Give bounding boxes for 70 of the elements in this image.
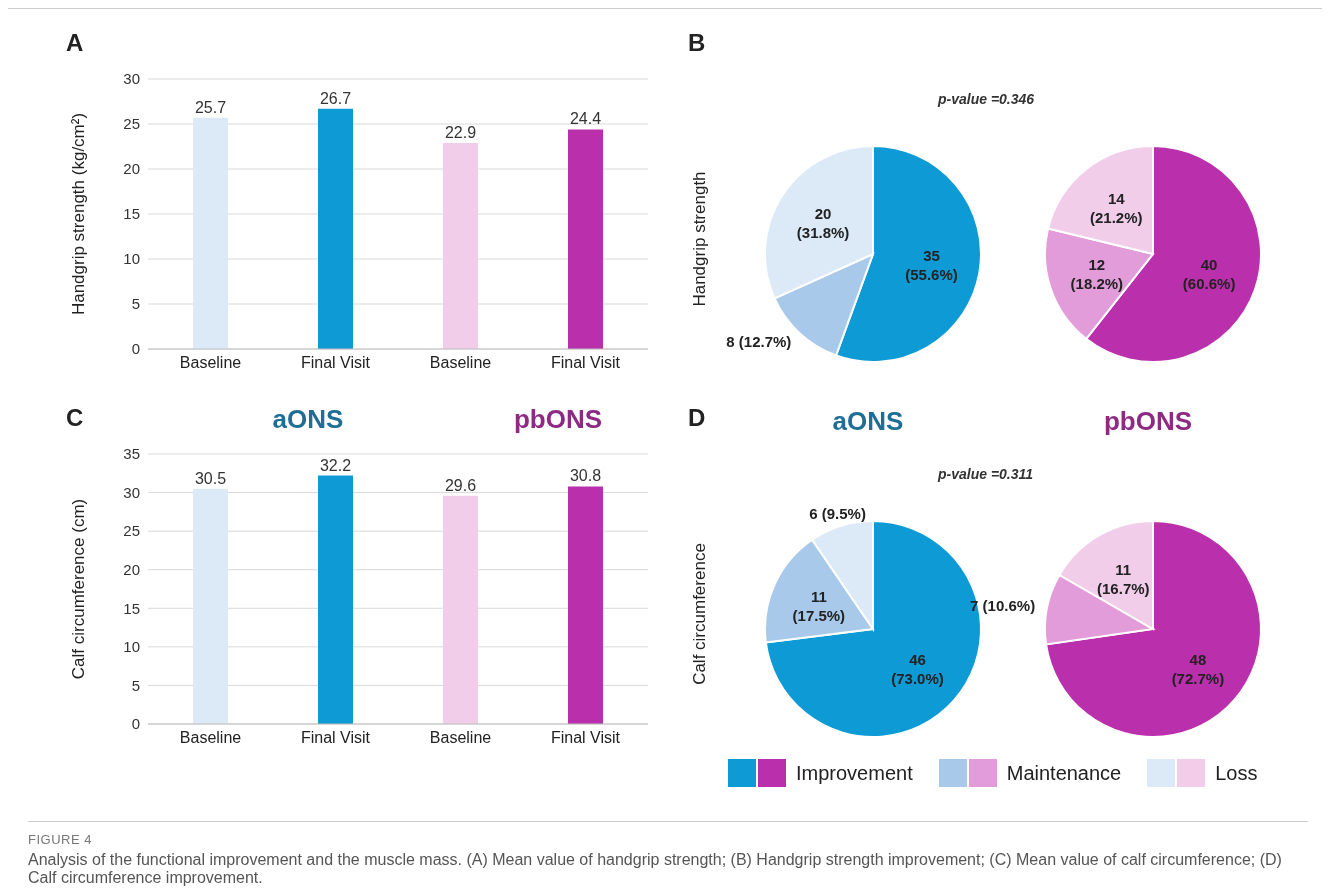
legend-label: Improvement — [796, 761, 913, 785]
data-label: 26.7 — [319, 89, 352, 107]
x-tick-label: Final Visit — [300, 729, 371, 747]
data-label: 30.5 — [194, 469, 227, 487]
bar — [318, 108, 353, 349]
y-tick-label: 30 — [123, 70, 140, 88]
bar — [318, 475, 353, 724]
x-tick-label: Baseline — [179, 354, 242, 372]
bar — [568, 129, 603, 349]
caption: FIGURE 4 — [28, 832, 93, 847]
slice-label: pbONS — [1102, 406, 1194, 437]
bar — [443, 142, 478, 349]
y-tick-label: 10 — [123, 250, 140, 268]
x-tick-label: Baseline — [429, 354, 492, 372]
legend-label: Loss — [1215, 761, 1258, 785]
bar — [443, 495, 478, 724]
text: Calf circumference — [690, 543, 710, 685]
x-tick-label: Final Visit — [550, 729, 621, 747]
y-tick-label: 0 — [131, 715, 140, 733]
data-label: 14 (21.2%) — [1090, 190, 1143, 227]
data-label: 24.4 — [569, 110, 602, 128]
y-axis-title: Handgrip strength (kg/cm²) — [69, 112, 89, 316]
bar — [193, 117, 228, 349]
data-label: 11 (16.7%) — [1097, 560, 1150, 597]
data-label: 12 (18.2%) — [1070, 256, 1124, 293]
y-tick-label: 30 — [123, 483, 140, 501]
y-tick-label: 15 — [123, 205, 140, 223]
data-label: 32.2 — [319, 456, 352, 474]
data-label: 6 (9.5%) — [809, 505, 866, 523]
data-label: 40 (60.6%) — [1182, 256, 1236, 293]
bar — [568, 486, 603, 724]
chart-title: C — [66, 404, 84, 432]
x-tick-label: Baseline — [429, 729, 492, 747]
text: p-value =0.311 — [938, 466, 1034, 482]
y-tick-label: 0 — [131, 340, 140, 358]
y-tick-label: 15 — [123, 599, 140, 617]
data-label: 22.9 — [444, 123, 477, 141]
legend-label: Maintenance — [1006, 761, 1122, 785]
y-tick-label: 5 — [131, 676, 140, 694]
text: Analysis of the functional improvement and the muscle mass. (A) Mean value of handgrip strength; (B) Handgrip strength improvement; (C) Mean value of calf circumference; (D) Calf circumference improvement. — [28, 851, 1283, 887]
text: pbONS — [512, 404, 604, 435]
y-tick-label: 20 — [123, 160, 140, 178]
text: p-value =0.346 — [938, 91, 1035, 107]
y-tick-label: 10 — [123, 638, 140, 656]
x-tick-label: Baseline — [179, 729, 242, 747]
text: Handgrip strength — [690, 171, 710, 307]
data-label: 8 (12.7%) — [726, 332, 792, 350]
data-label: 25.7 — [194, 98, 227, 116]
bar — [193, 488, 228, 724]
y-tick-label: 35 — [123, 445, 140, 463]
data-label: 7 (10.6%) — [970, 597, 1036, 615]
x-tick-label: Final Visit — [300, 354, 371, 372]
data-label: 20 (31.8%) — [796, 204, 850, 241]
x-tick-label: Final Visit — [550, 354, 621, 372]
chart-title: D — [688, 404, 706, 432]
text: aONS — [271, 404, 345, 435]
data-label: 46 (73.0%) — [891, 651, 944, 688]
chart-title: B — [688, 29, 706, 57]
data-label: 29.6 — [444, 476, 477, 494]
y-tick-label: 25 — [123, 522, 140, 540]
y-axis-title: Calf circumference (cm) — [69, 498, 89, 680]
y-tick-label: 5 — [131, 295, 140, 313]
data-label: 30.8 — [569, 467, 602, 485]
y-tick-label: 20 — [123, 561, 140, 579]
chart-title: A — [66, 29, 84, 57]
data-label: 35 (55.6%) — [905, 247, 958, 284]
y-tick-label: 25 — [123, 115, 140, 133]
slice-label: aONS — [831, 406, 905, 437]
data-label: 11 (17.5%) — [792, 587, 846, 624]
data-label: 48 (72.7%) — [1171, 650, 1225, 687]
